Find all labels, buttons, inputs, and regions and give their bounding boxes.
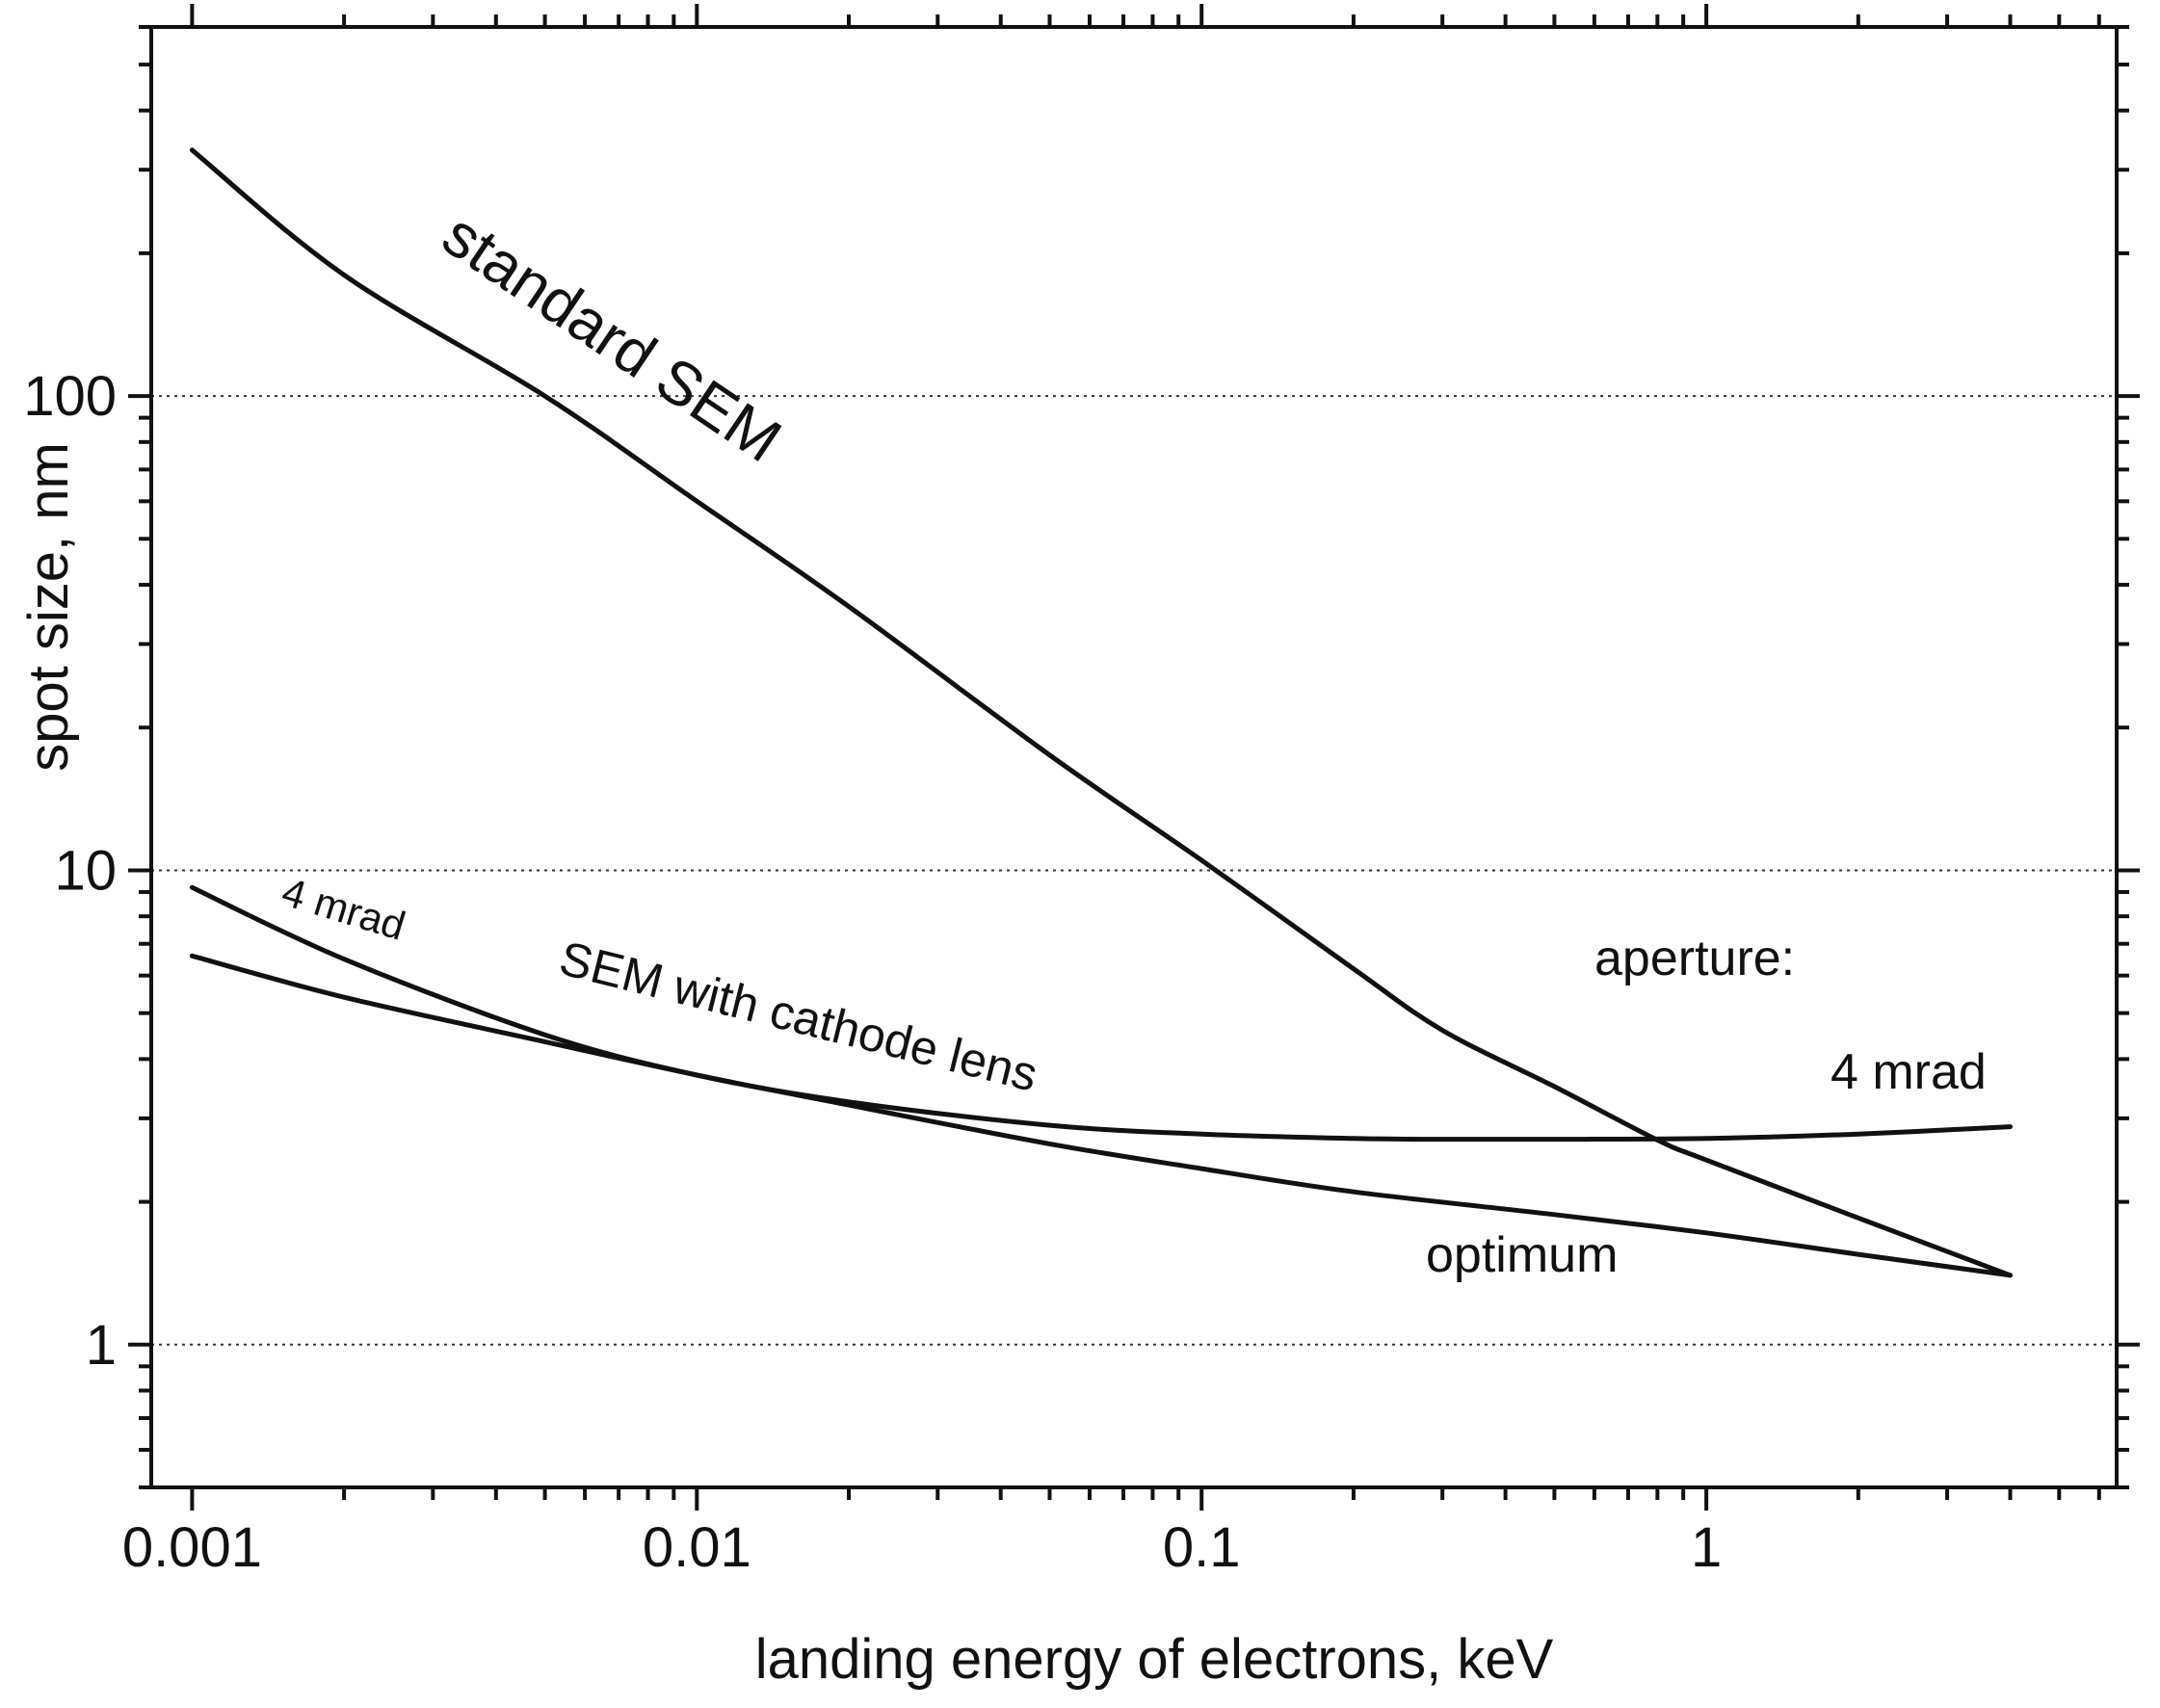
ticklabel-layer: 0.001 0.01 0.1 1 1 10 100 (23, 365, 1722, 1579)
y-tick-label: 100 (23, 365, 117, 428)
x-tick-label: 0.1 (1163, 1516, 1241, 1579)
tick-layer (128, 4, 2140, 1511)
y-tick-label: 1 (86, 1314, 117, 1377)
series-layer (189, 147, 2013, 1278)
annotation-4-mrad-right: 4 mrad (1831, 1044, 1987, 1100)
x-tick-label: 1 (1691, 1516, 1722, 1579)
annotation-aperture: aperture: (1594, 931, 1795, 986)
series-optimum (189, 953, 2013, 1278)
x-tick-label: 0.01 (643, 1516, 751, 1579)
x-tick-label: 0.001 (122, 1516, 262, 1579)
series-4-mrad (189, 884, 2013, 1143)
series-standard-sem (189, 147, 2013, 1278)
x-axis-title: landing energy of electrons, keV (755, 1628, 1554, 1691)
y-tick-label: 10 (54, 839, 117, 902)
annotation-optimum: optimum (1426, 1227, 1618, 1283)
plot-frame (149, 25, 2119, 1489)
y-axis-title: spot size, nm (17, 442, 80, 772)
